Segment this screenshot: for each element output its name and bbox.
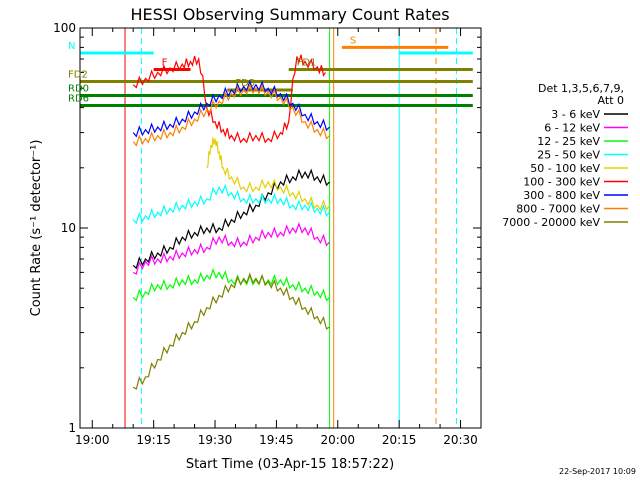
y-tick-label-0: 1	[68, 421, 76, 435]
annotation-label-4: FD1	[297, 58, 317, 69]
annotation-label-8: RD6	[68, 93, 89, 104]
x-tick-label-5: 20:15	[382, 433, 417, 447]
legend-entry-label-8: 7000 - 20000 keV	[502, 216, 600, 229]
series-line-3	[132, 183, 331, 225]
series-line-1	[132, 222, 331, 275]
y-tick-label-1: 10	[61, 221, 76, 235]
series-line-8	[132, 272, 330, 390]
y-axis-ticks: 1 10 100	[53, 21, 481, 435]
y-axis-label: Count Rate (s⁻¹ detector⁻¹)	[29, 140, 44, 317]
footer-timestamp: 22-Sep-2017 10:09	[559, 467, 636, 476]
x-axis-label: Start Time (03-Apr-15 18:57:22)	[186, 457, 394, 472]
legend-entry-label-5: 100 - 300 keV	[523, 176, 600, 189]
x-tick-label-6: 20:30	[443, 433, 478, 447]
annotation-label-2: S	[350, 35, 356, 46]
legend-entry-label-4: 50 - 100 keV	[530, 162, 600, 175]
series-line-2	[132, 267, 331, 302]
series-line-6	[132, 79, 331, 138]
x-tick-label-1: 19:15	[136, 433, 171, 447]
series-line-5	[132, 54, 326, 144]
x-tick-label-3: 19:45	[259, 433, 294, 447]
legend-entry-label-7: 800 - 7000 keV	[516, 203, 600, 216]
x-tick-label-0: 19:00	[75, 433, 110, 447]
x-tick-label-4: 20:00	[320, 433, 355, 447]
x-tick-label-2: 19:30	[198, 433, 233, 447]
annotation-label-1: F	[162, 58, 168, 69]
y-tick-label-2: 100	[53, 21, 76, 35]
legend-entry-label-0: 3 - 6 keV	[551, 108, 600, 121]
legend-entry-label-1: 6 - 12 keV	[544, 122, 600, 135]
legend-header-0: Det 1,3,5,6,7,9,	[538, 82, 624, 95]
series-line-4	[206, 137, 331, 212]
x-axis-ticks: 19:00 19:15 19:30 19:45 20:00 20:15 20:30	[75, 28, 482, 447]
legend-entry-label-6: 300 - 800 keV	[523, 189, 600, 202]
legend-entry-label-3: 25 - 50 keV	[537, 149, 600, 162]
legend-entry-label-2: 12 - 25 keV	[537, 135, 600, 148]
annotation-label-6: FD3	[235, 78, 255, 89]
series-line-0	[132, 168, 331, 270]
chart-title: HESSI Observing Summary Count Rates	[130, 5, 449, 24]
annotation-label-5: FD2	[68, 70, 88, 81]
annotation-label-7: RD0	[68, 83, 89, 94]
series-lines	[132, 54, 331, 390]
series-line-7	[132, 83, 331, 147]
annotation-label-0: N	[68, 41, 75, 52]
legend-header-1: Att 0	[598, 94, 624, 107]
